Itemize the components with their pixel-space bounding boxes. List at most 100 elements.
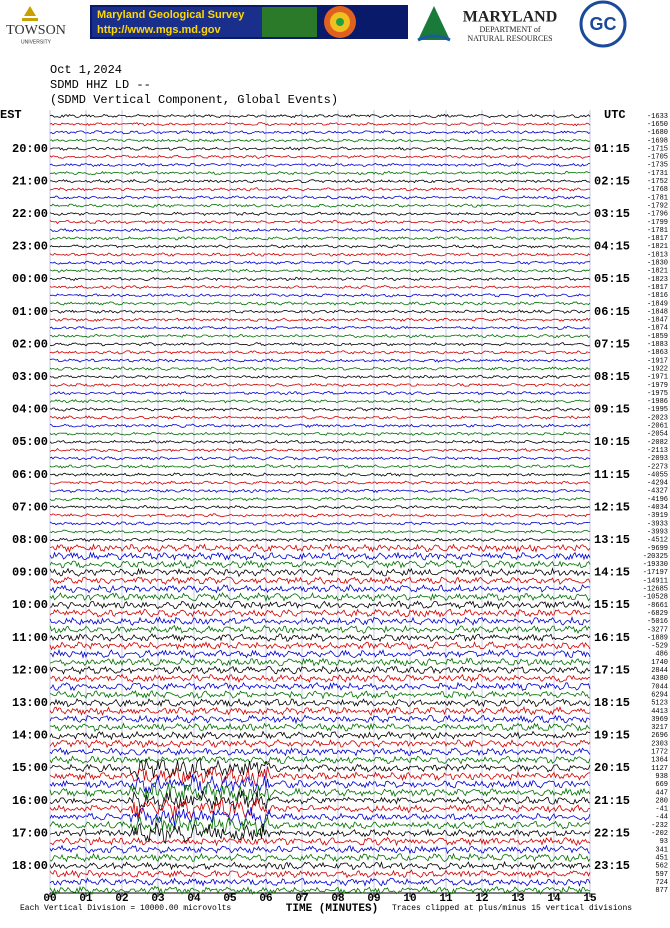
trace-offset: -1889 [647,634,668,642]
trace [49,722,591,732]
left-zone: EST [0,108,22,122]
x-tick-label: 13 [511,893,525,905]
mgs-url: http://www.mgs.md.gov [97,24,222,36]
x-tick-label: 05 [223,893,237,905]
trace-offset: -4034 [647,504,668,512]
right-time-label: 06:15 [594,305,630,319]
left-time-label: 20:00 [12,142,48,156]
trace-offset: -1680 [647,129,668,137]
trace-offset: -1813 [647,251,668,259]
trace [49,399,591,404]
trace-offset: -1917 [647,357,668,365]
trace [49,521,590,526]
trace [49,195,590,200]
right-time-label: 12:15 [594,500,630,514]
trace [49,738,591,749]
trace [49,178,591,184]
trace-offset: -2093 [647,455,668,463]
trace-offset: 1364 [651,757,668,765]
trace-offset: 669 [655,781,668,789]
trace [49,309,591,314]
trace-offset: 4380 [651,675,668,683]
trace [49,505,591,510]
trace [49,774,591,795]
trace-offset: 4413 [651,708,668,716]
left-time-label: 08:00 [12,533,48,547]
left-time-label: 13:00 [12,696,48,710]
trace [49,633,591,643]
trace [49,681,591,692]
left-time-label: 04:00 [12,403,48,417]
trace [49,301,591,306]
trace-offset: -1817 [647,284,668,292]
x-tick-label: 14 [547,893,561,905]
trace [49,608,591,618]
towson-name: TOWSON [6,23,66,38]
chart-title: Oct 1,2024 [50,63,122,77]
trace-offset: -3277 [647,626,668,634]
x-tick-label: 06 [259,893,272,905]
trace [49,366,591,371]
chart-description: (SDMD Vertical Component, Global Events) [50,93,338,107]
trace-offset: -6829 [647,610,668,618]
right-time-label: 02:15 [594,174,630,188]
footer-right: Traces clipped at plus/minus 15 vertical… [392,904,632,913]
right-time-label: 16:15 [594,631,630,645]
trace-offset: -4512 [647,537,668,545]
x-tick-label: 01 [79,893,93,905]
trace [49,407,591,412]
right-time-label: 17:15 [594,663,630,677]
trace [49,284,591,290]
trace-offset: -1859 [647,333,668,341]
trace [49,203,591,208]
trace-offset: -1705 [647,154,668,162]
trace [49,350,591,355]
trace [49,170,591,175]
trace [49,121,591,127]
x-tick-label: 04 [187,893,201,905]
trace [49,567,591,578]
right-time-label: 23:15 [594,859,630,873]
left-time-label: 14:00 [12,729,48,743]
left-time-label: 16:00 [12,794,48,808]
trace-offset: -1735 [647,162,668,170]
left-time-label: 11:00 [12,631,48,645]
trace-offset: -1768 [647,186,668,194]
trace [49,456,591,461]
trace-offset: -1975 [647,390,668,398]
trace-offset: -1781 [647,194,668,202]
x-tick-label: 09 [367,893,380,905]
left-time-label: 00:00 [12,272,48,286]
x-tick-label: 02 [115,893,128,905]
trace-offset: -1847 [647,317,668,325]
trace-offset: -2061 [647,423,668,431]
trace [49,706,591,716]
right-time-label: 21:15 [594,794,630,808]
trace-offset: -1979 [647,382,668,390]
trace [49,624,591,635]
trace [49,113,591,119]
mgs-title: Maryland Geological Survey [97,9,245,21]
left-time-label: 03:00 [12,370,48,384]
trace [49,551,591,561]
trace-offset: -3993 [647,528,668,536]
trace [50,648,591,659]
trace-offset: -2113 [647,447,668,455]
left-time-label: 15:00 [12,761,48,775]
trace-offset: 1127 [651,765,668,773]
trace-offset: -2023 [647,414,668,422]
x-tick-label: 03 [151,893,165,905]
left-time-label: 10:00 [12,598,48,612]
trace-offset: 3969 [651,716,668,724]
right-time-label: 19:15 [594,729,630,743]
trace-offset: 877 [655,887,668,895]
trace [49,130,591,135]
trace-offset: -1849 [647,300,668,308]
trace-offset: -202 [651,830,668,838]
trace-offset: -1883 [647,341,668,349]
trace [49,227,591,233]
trace [49,146,591,151]
trace [49,464,591,469]
trace-offset: 341 [655,846,668,854]
trace [49,576,591,586]
